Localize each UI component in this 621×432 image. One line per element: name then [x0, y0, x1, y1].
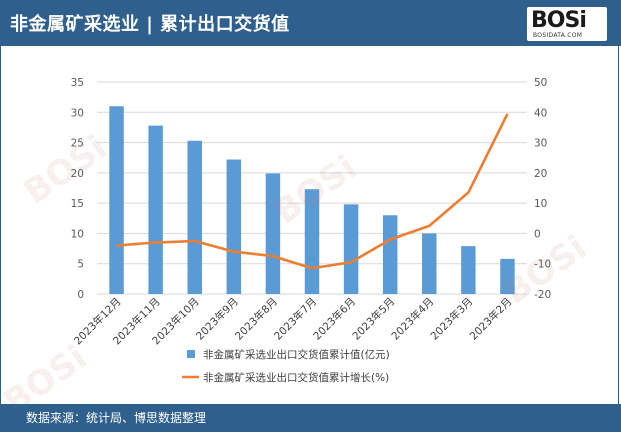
- y-left-tick-label: 35: [71, 77, 84, 89]
- bar: [226, 159, 242, 294]
- y-left-tick-label: 20: [71, 168, 84, 180]
- footer-bar: 数据来源：统计局、博思数据整理: [0, 404, 621, 432]
- y-right-tick-label: 0: [534, 228, 541, 240]
- bar: [265, 173, 281, 294]
- y-left-tick-label: 25: [71, 138, 84, 150]
- y-right-tick-label: 20: [534, 168, 547, 180]
- x-tick-label: 2023年2月: [467, 295, 515, 343]
- bar: [304, 189, 320, 294]
- bar: [382, 215, 398, 294]
- bosi-logo: BOSi BOSIDATA.COM: [527, 7, 607, 41]
- bar: [148, 125, 163, 295]
- bar: [109, 106, 124, 294]
- header-bar: 非金属矿采选业 | 累计出口交货值 BOSi BOSIDATA.COM: [0, 0, 621, 46]
- bar: [461, 246, 476, 294]
- legend-bar-swatch: [187, 350, 195, 358]
- y-right-tick-label: 30: [534, 138, 547, 150]
- page-title: 非金属矿采选业 | 累计出口交货值: [10, 14, 290, 35]
- y-right-tick-label: -20: [534, 289, 551, 301]
- legend-bar-label: 非金属矿采选业出口交货值累计值(亿元): [203, 348, 390, 361]
- y-left-tick-label: 15: [71, 198, 84, 210]
- y-right-tick-label: 40: [534, 107, 547, 119]
- bar: [187, 140, 202, 294]
- y-right-tick-label: 10: [534, 198, 547, 210]
- y-left-tick-label: 10: [71, 228, 84, 240]
- logo-subtext: BOSIDATA.COM: [533, 32, 583, 39]
- y-right-tick-label: -10: [534, 259, 551, 271]
- y-left-tick-label: 30: [71, 107, 84, 119]
- y-right-tick-label: 50: [534, 77, 547, 89]
- y-left-tick-label: 0: [77, 289, 84, 301]
- y-left-tick-label: 5: [77, 259, 84, 271]
- logo-text: BOSi: [531, 8, 587, 33]
- legend-line-label: 非金属矿采选业出口交货值累计增长(%): [203, 371, 389, 384]
- chart-area: 05101520253035-20-10010203040502023年12月2…: [71, 77, 552, 384]
- data-source: 数据来源：统计局、博思数据整理: [26, 411, 207, 425]
- bar: [343, 204, 359, 294]
- bar: [422, 233, 437, 294]
- bar: [500, 258, 515, 294]
